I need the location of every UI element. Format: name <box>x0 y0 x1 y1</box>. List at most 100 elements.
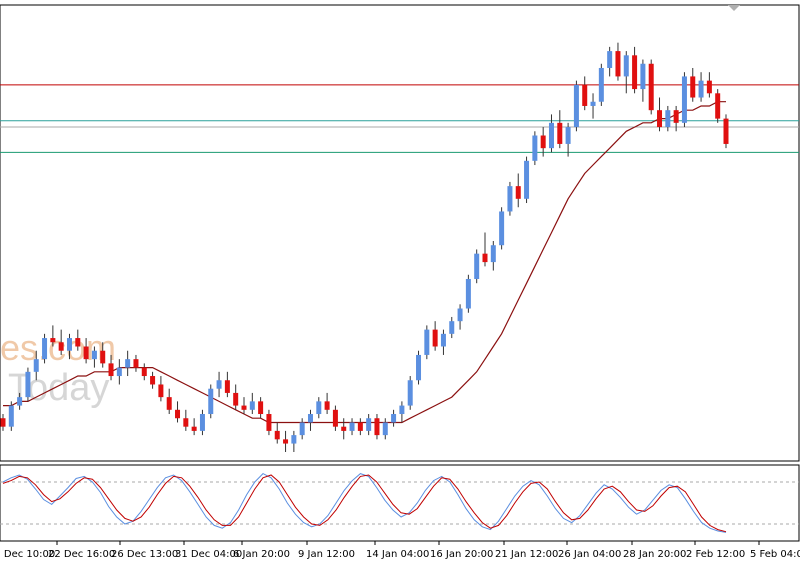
candle-body <box>133 359 139 368</box>
candle-body <box>249 401 255 410</box>
candle-body <box>291 435 297 444</box>
candle-body <box>690 76 696 98</box>
candle <box>307 409 313 431</box>
candle <box>532 131 538 166</box>
candle-body <box>665 110 671 128</box>
candle <box>141 363 147 381</box>
candle <box>357 418 363 436</box>
candle <box>590 93 596 119</box>
candle-body <box>607 51 613 68</box>
candle-body <box>274 430 280 440</box>
candle <box>349 418 355 436</box>
x-tick-label: 26 Dec 13:00 <box>111 549 178 560</box>
candle <box>416 350 422 385</box>
candle-body <box>224 380 230 393</box>
stochastic-levels <box>0 481 799 525</box>
candle <box>324 392 330 415</box>
candle-body <box>507 186 513 212</box>
candle <box>382 418 388 440</box>
candle <box>706 72 712 98</box>
candle-body <box>440 333 446 347</box>
candle-body <box>50 338 56 343</box>
candle-body <box>299 422 305 436</box>
candle <box>199 409 205 436</box>
candle <box>374 414 380 440</box>
candle-body <box>490 245 496 263</box>
candle <box>33 350 39 381</box>
candle-body <box>83 346 89 360</box>
candle <box>216 371 222 398</box>
candle-body <box>499 211 505 246</box>
x-tick-label: 2 Feb 12:00 <box>686 549 745 560</box>
candle <box>424 325 430 360</box>
x-tick-label: 21 Jan 12:00 <box>495 549 558 560</box>
candle-body <box>706 80 712 94</box>
candle-body <box>116 367 122 377</box>
candle-body <box>332 409 338 427</box>
candle-body <box>565 127 571 144</box>
candle-body <box>399 405 405 415</box>
candle-body <box>125 359 131 368</box>
candle-body <box>0 418 6 427</box>
x-tick-label: 9 Jan 12:00 <box>298 549 355 560</box>
candle-body <box>391 414 397 423</box>
candle <box>166 388 172 415</box>
candle-body <box>449 321 455 334</box>
candle-body <box>482 253 488 263</box>
stochastic-lines <box>2 472 727 533</box>
x-tick-label: 5 Feb 04:00 <box>750 549 800 560</box>
candle <box>474 249 480 284</box>
stochastic-panel <box>0 464 800 542</box>
candle <box>715 89 721 123</box>
candle-body <box>474 253 480 279</box>
x-tick-label: 6 Jan 20:00 <box>233 549 290 560</box>
candle-body <box>241 405 247 410</box>
candle <box>316 397 322 419</box>
candle <box>125 350 131 377</box>
scroll-marker-icon[interactable] <box>728 5 740 11</box>
candle-body <box>100 350 106 364</box>
x-tick-label: 16 Jan 20:00 <box>430 549 493 560</box>
candle <box>42 333 48 364</box>
candle-body <box>316 401 322 415</box>
candle-body <box>524 160 530 199</box>
ma-line <box>3 101 726 424</box>
candle-body <box>615 51 621 77</box>
candle <box>241 397 247 415</box>
candle-body <box>283 439 289 444</box>
candle-body <box>8 405 14 427</box>
candle <box>116 359 122 385</box>
candle <box>50 325 56 347</box>
candle <box>75 329 81 351</box>
candle <box>17 392 23 410</box>
candle-body <box>582 84 588 106</box>
candle-body <box>432 329 438 347</box>
candle-body <box>715 93 721 119</box>
candle <box>723 114 729 149</box>
candle <box>133 354 139 372</box>
candle <box>175 401 181 423</box>
candle <box>681 72 687 128</box>
candle <box>341 418 347 440</box>
candle <box>391 409 397 427</box>
candle <box>0 414 6 431</box>
candle <box>258 397 264 419</box>
candle <box>432 321 438 351</box>
candle <box>332 405 338 431</box>
candle <box>283 430 289 452</box>
stochastic-panel-frame <box>0 464 800 542</box>
candle <box>632 46 638 94</box>
candle-body <box>307 414 313 423</box>
stoch-line-0 <box>2 472 727 533</box>
candle-body <box>183 418 189 427</box>
candle-body <box>216 380 222 389</box>
candle <box>233 384 239 410</box>
candle <box>548 114 554 153</box>
candle <box>615 42 621 81</box>
candle-body <box>357 422 363 431</box>
candle <box>540 127 546 157</box>
candles <box>0 42 729 452</box>
moving-average <box>3 101 726 424</box>
candle <box>8 401 14 431</box>
